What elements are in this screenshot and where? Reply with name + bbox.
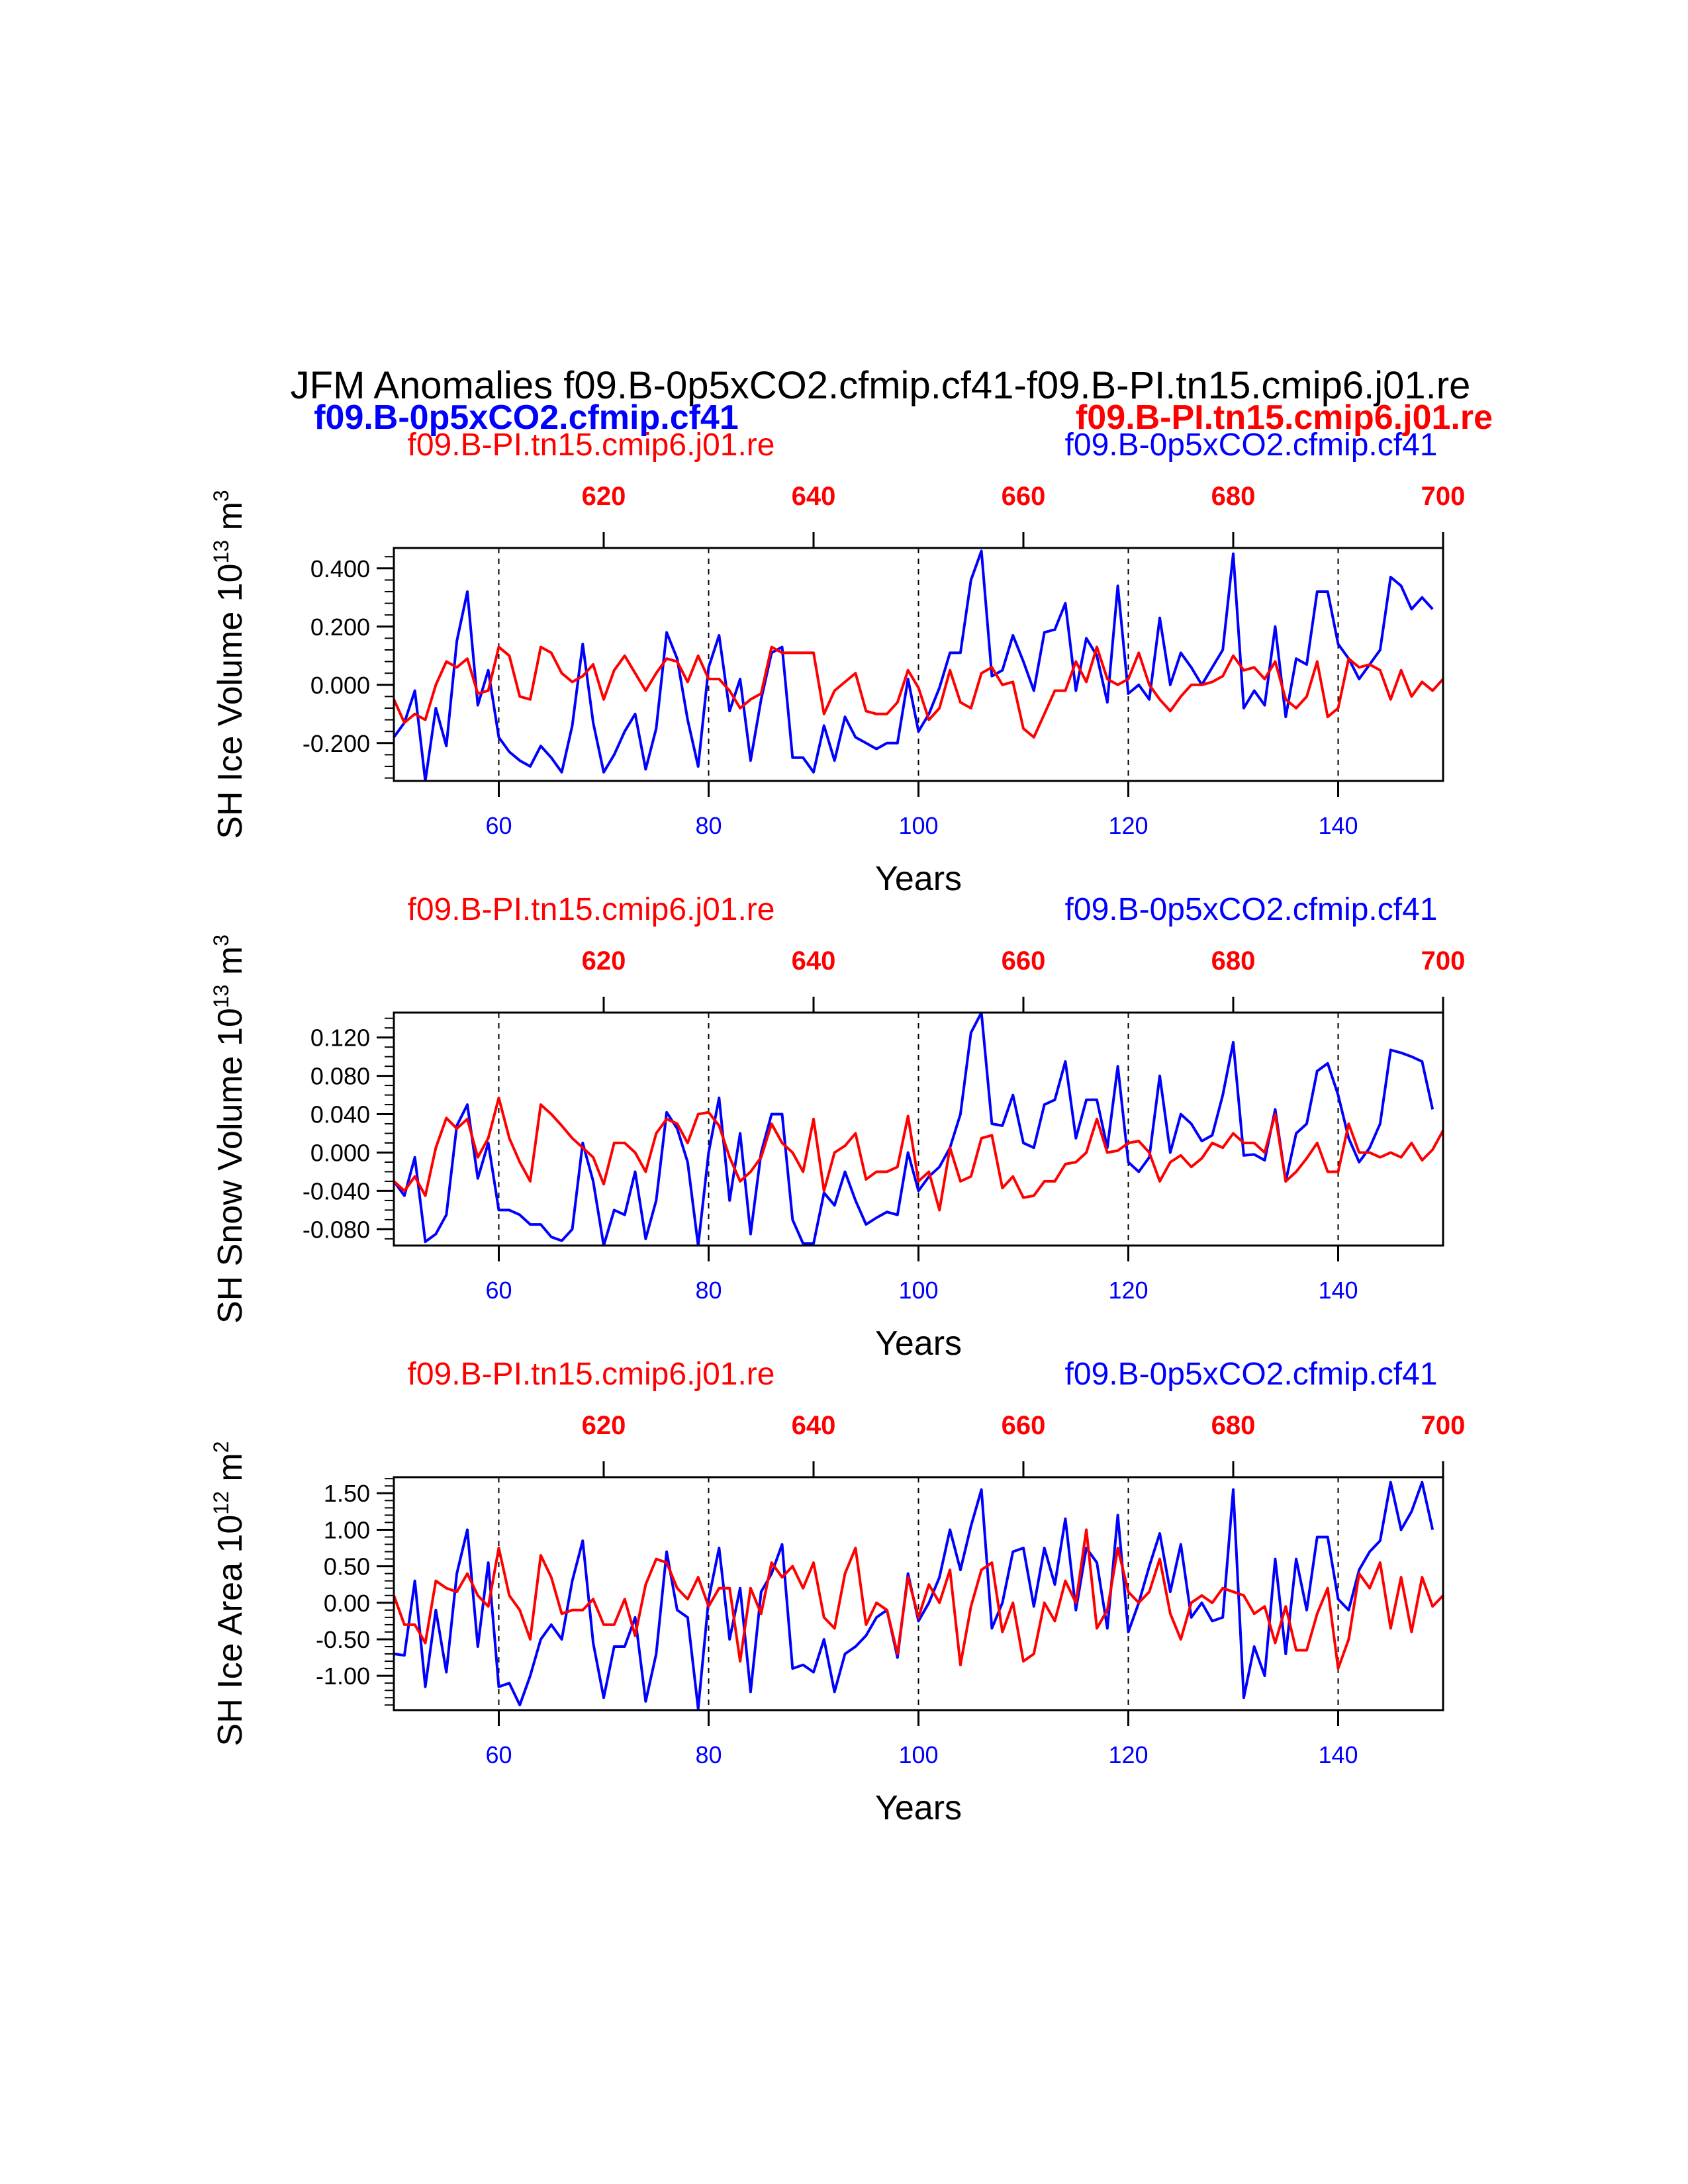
x-tick-label: 80 [695, 812, 722, 839]
x-axis-label: Years [875, 1789, 962, 1827]
panel-ice-area: -1.00 -0.50 0.00 0.50 1.00 1.50 60 80 100 120 140 6… [209, 1357, 1465, 1827]
y-axis-label-unit-exponent: 3 [209, 490, 233, 502]
y-axis-label: SH Snow Volume 1013 m3 [209, 934, 250, 1324]
y-axis-label-exponent: 13 [209, 985, 233, 1009]
y-axis-label: SH Ice Volume 1013 m3 [209, 490, 250, 839]
y-tick-label: 0.080 [310, 1063, 370, 1090]
x-tick-label: 140 [1318, 812, 1358, 839]
x-top-tick-label: 660 [1002, 946, 1046, 976]
x-top-tick-label: 680 [1211, 946, 1256, 976]
x-axis-label: Years [875, 1324, 962, 1363]
y-axis-label: SH Ice Area 1012 m2 [209, 1441, 250, 1747]
series-line-control [394, 1096, 1443, 1212]
x-top-tick-label: 620 [582, 482, 626, 511]
top-right-case-label: f09.B-0p5xCO2.cfmip.cf41 [1065, 892, 1438, 927]
panel-snow-volume: -0.080 -0.040 0.000 0.040 0.080 0.120 60 80 100 1… [209, 892, 1465, 1363]
top-left-case-label: f09.B-PI.tn15.cmip6.j01.re [408, 892, 775, 927]
x-tick-label: 80 [695, 1741, 722, 1768]
x-tick-label: 140 [1318, 1741, 1358, 1768]
y-tick-label: -0.50 [316, 1626, 370, 1653]
y-axis-label-unit: m [211, 946, 250, 985]
x-tick-label: 60 [485, 1741, 512, 1768]
x-top-tick-label: 700 [1421, 1411, 1466, 1440]
y-axis-label-unit: m [211, 502, 250, 540]
y-tick-label: -1.00 [316, 1662, 370, 1690]
y-tick-label: -0.080 [303, 1216, 370, 1243]
y-tick-label: 0.000 [310, 672, 370, 699]
x-top-tick-label: 660 [1002, 1411, 1046, 1440]
x-tick-label: 60 [485, 1277, 512, 1304]
y-tick-label: -0.040 [303, 1177, 370, 1205]
y-tick-label: 0.200 [310, 614, 370, 641]
x-top-tick-label: 640 [792, 482, 836, 511]
top-right-case-label: f09.B-0p5xCO2.cfmip.cf41 [1065, 428, 1438, 463]
y-tick-label: 1.00 [324, 1516, 370, 1543]
y-axis-label-unit-exponent: 3 [209, 934, 233, 946]
x-top-tick-label: 660 [1002, 482, 1046, 511]
series-line-case [394, 549, 1434, 781]
y-axis-label-text: SH Snow Volume 10 [211, 1008, 250, 1324]
y-tick-label: 0.50 [324, 1553, 370, 1580]
x-top-tick-label: 700 [1421, 482, 1466, 511]
y-axis-label-text: SH Ice Area 10 [211, 1515, 250, 1747]
y-axis-label-unit: m [211, 1453, 250, 1491]
figure-title: JFM Anomalies f09.B-0p5xCO2.cfmip.cf41-f… [291, 364, 1471, 407]
x-top-tick-label: 700 [1421, 946, 1466, 976]
y-tick-label: 0.000 [310, 1139, 370, 1166]
x-tick-label: 120 [1108, 1277, 1148, 1304]
x-tick-label: 60 [485, 812, 512, 839]
x-tick-label: 120 [1108, 1741, 1148, 1768]
y-tick-label: 0.400 [310, 555, 370, 582]
y-axis-label-unit-exponent: 2 [209, 1441, 233, 1453]
legend-case-label: f09.B-0p5xCO2.cfmip.cf41 [314, 398, 739, 437]
y-tick-label: 0.00 [324, 1590, 370, 1617]
x-tick-label: 100 [898, 812, 938, 839]
x-tick-label: 100 [898, 1277, 938, 1304]
y-tick-label: 1.50 [324, 1480, 370, 1507]
y-axis-label-text: SH Ice Volume 10 [211, 563, 250, 839]
x-top-tick-label: 640 [792, 1411, 836, 1440]
x-tick-label: 140 [1318, 1277, 1358, 1304]
series-line-case [394, 1013, 1434, 1246]
series-line-control [394, 1528, 1443, 1670]
panel-ice-volume: -0.200 0.000 0.200 0.400 60 80 100 120 140 620 640… [209, 428, 1465, 898]
x-top-tick-label: 640 [792, 946, 836, 976]
top-left-case-label: f09.B-PI.tn15.cmip6.j01.re [408, 428, 775, 463]
top-left-case-label: f09.B-PI.tn15.cmip6.j01.re [408, 1357, 775, 1392]
x-top-tick-label: 680 [1211, 482, 1256, 511]
y-tick-label: -0.200 [303, 730, 370, 757]
y-tick-label: 0.120 [310, 1024, 370, 1052]
series-line-control [394, 645, 1443, 739]
x-axis-label: Years [875, 860, 962, 898]
legend-control-label: f09.B-PI.tn15.cmip6.j01.re [1076, 398, 1493, 437]
x-tick-label: 120 [1108, 812, 1148, 839]
x-top-tick-label: 620 [582, 1411, 626, 1440]
x-top-tick-label: 680 [1211, 1411, 1256, 1440]
x-tick-label: 80 [695, 1277, 722, 1304]
top-right-case-label: f09.B-0p5xCO2.cfmip.cf41 [1065, 1357, 1438, 1392]
x-tick-label: 100 [898, 1741, 938, 1768]
x-top-tick-label: 620 [582, 946, 626, 976]
y-axis-label-exponent: 13 [209, 540, 233, 564]
y-tick-label: 0.040 [310, 1101, 370, 1128]
y-axis-label-exponent: 12 [209, 1491, 233, 1515]
